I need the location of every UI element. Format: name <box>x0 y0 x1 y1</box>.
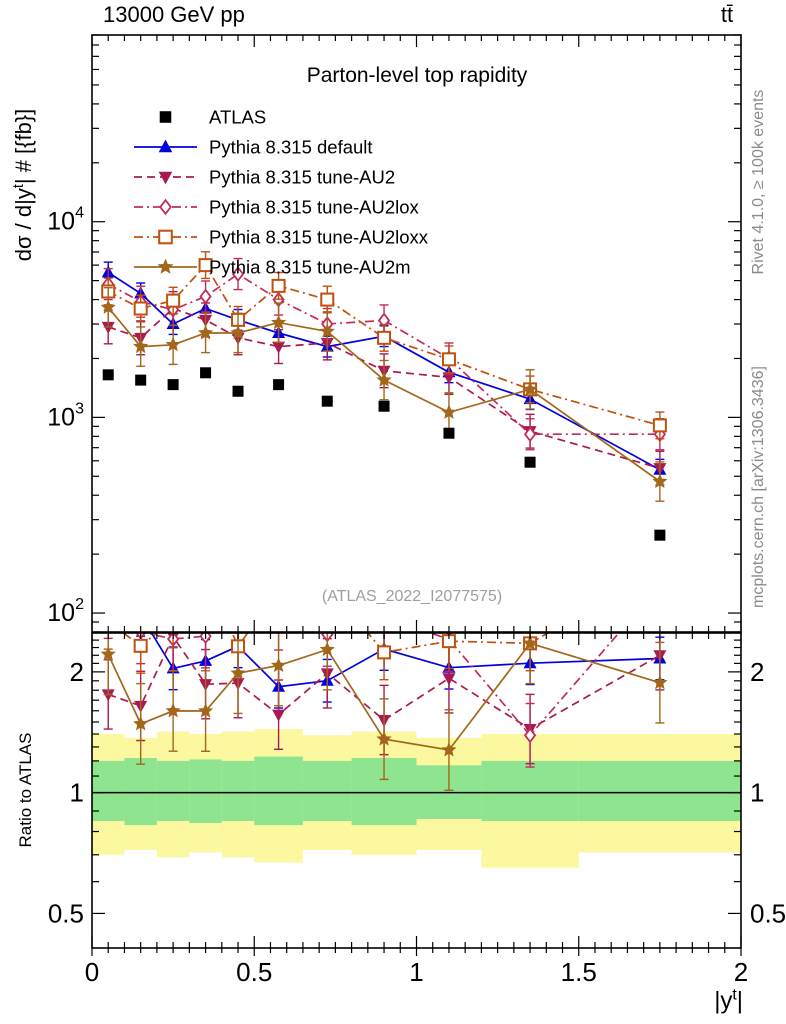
legend-item-pythia-8-315-default: Pythia 8.315 default <box>134 137 373 158</box>
legend: ATLAS Pythia 8.315 default Pythia 8.315 tu… <box>134 107 429 278</box>
green-band-bin <box>92 760 125 821</box>
y-main-tick-label: 103 <box>47 400 84 431</box>
axis-ticks <box>91 34 742 956</box>
green-band-bin <box>124 758 157 826</box>
legend-item-pythia-8-315-tune-au2: Pythia 8.315 tune-AU2 <box>134 167 395 188</box>
series-atlas-main <box>102 367 666 541</box>
ratio-uncertainty-bands <box>92 729 741 868</box>
process-label: tt̄ <box>720 2 734 27</box>
green-band-bin <box>481 760 579 821</box>
x-axis-title-sup: t <box>732 986 737 1004</box>
legend-item-label: Pythia 8.315 tune-AU2m <box>209 257 411 278</box>
y-ratio-tick-label-left: 2 <box>70 657 84 687</box>
green-band-bin <box>302 760 352 821</box>
green-band-bin <box>254 756 303 826</box>
legend-item-pythia-8-315-tune-au2m: Pythia 8.315 tune-AU2m <box>134 257 411 278</box>
green-band-bin <box>189 759 222 824</box>
legend-item-pythia-8-315-tune-au2loxx: Pythia 8.315 tune-AU2loxx <box>134 227 429 248</box>
y-ratio-tick-label-left: 1 <box>70 778 84 808</box>
x-axis-title: |yt| <box>714 987 743 1016</box>
mcplots-reference-note: mcplots.cern.ch [arXiv:1306.3436] <box>750 366 767 608</box>
collision-energy-label: 13000 GeV pp <box>103 2 245 27</box>
x-tick-label: 1 <box>409 957 423 987</box>
plot-title: Parton-level top rapidity <box>306 64 528 87</box>
legend-item-atlas: ATLAS <box>159 107 266 128</box>
rivet-version-note: Rivet 4.1.0, ≥ 100k events <box>750 89 767 275</box>
main-y-axis-title-suffix: | # [{fb}] <box>11 108 37 185</box>
main-y-axis-title-prefix: dσ / d|y <box>11 188 37 262</box>
legend-item-label: Pythia 8.315 default <box>209 137 373 158</box>
legend-item-label: Pythia 8.315 tune-AU2lox <box>209 197 420 218</box>
x-tick-label: 0 <box>85 957 99 987</box>
y-main-tick-label: 104 <box>47 205 84 236</box>
main-y-axis-title: dσ / d|yt| # [{fb}] <box>11 109 37 262</box>
x-axis-title-prefix: |y <box>714 987 733 1015</box>
y-main-tick-label: 102 <box>47 596 84 627</box>
x-tick-label: 0.5 <box>236 957 272 987</box>
x-axis-title-suffix: | <box>736 987 743 1015</box>
legend-item-label: Pythia 8.315 tune-AU2loxx <box>209 227 429 248</box>
green-band-bin <box>578 760 741 821</box>
y-ratio-tick-label-right: 0.5 <box>750 898 786 928</box>
y-ratio-tick-label-left: 0.5 <box>48 898 84 928</box>
green-band-bin <box>156 760 190 821</box>
legend-item-label: Pythia 8.315 tune-AU2 <box>209 167 395 188</box>
series-pythia-8-315-tune-au2m-main <box>100 287 668 502</box>
x-tick-label: 2 <box>734 957 748 987</box>
y-ratio-tick-label-right: 2 <box>750 657 764 687</box>
series-pythia-8-315-tune-au2m-ratio <box>100 633 668 792</box>
x-tick-label: 1.5 <box>561 957 597 987</box>
y-ratio-tick-label-right: 1 <box>750 778 764 808</box>
legend-item-pythia-8-315-tune-au2lox: Pythia 8.315 tune-AU2lox <box>134 197 420 218</box>
ratio-y-axis-title: Ratio to ATLAS <box>16 732 35 848</box>
main-y-axis-title-sup: t <box>10 184 27 189</box>
legend-item-label: ATLAS <box>209 107 266 128</box>
green-band-bin <box>221 760 255 821</box>
analysis-id-watermark: (ATLAS_2022_I2077575) <box>321 588 503 605</box>
